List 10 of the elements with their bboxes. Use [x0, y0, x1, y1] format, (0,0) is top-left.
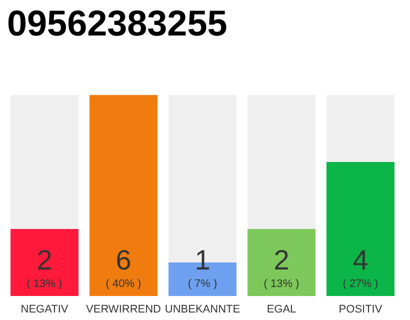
- chart-title: 09562383255: [7, 2, 228, 44]
- x-tick-label: VERWIRREND: [86, 304, 162, 316]
- data-label: 2 ( 13% ): [26, 244, 62, 290]
- data-label: 6 ( 40% ): [106, 244, 142, 290]
- data-label: 2 ( 13% ): [264, 244, 300, 290]
- data-label: 4 ( 27% ): [342, 244, 378, 290]
- x-tick-label: POSITIV: [338, 304, 383, 316]
- x-tick-label: NEGATIV: [20, 304, 69, 316]
- x-tick-label: UNBEKANNTE: [164, 304, 240, 316]
- x-tick-label: EGAL: [266, 304, 296, 316]
